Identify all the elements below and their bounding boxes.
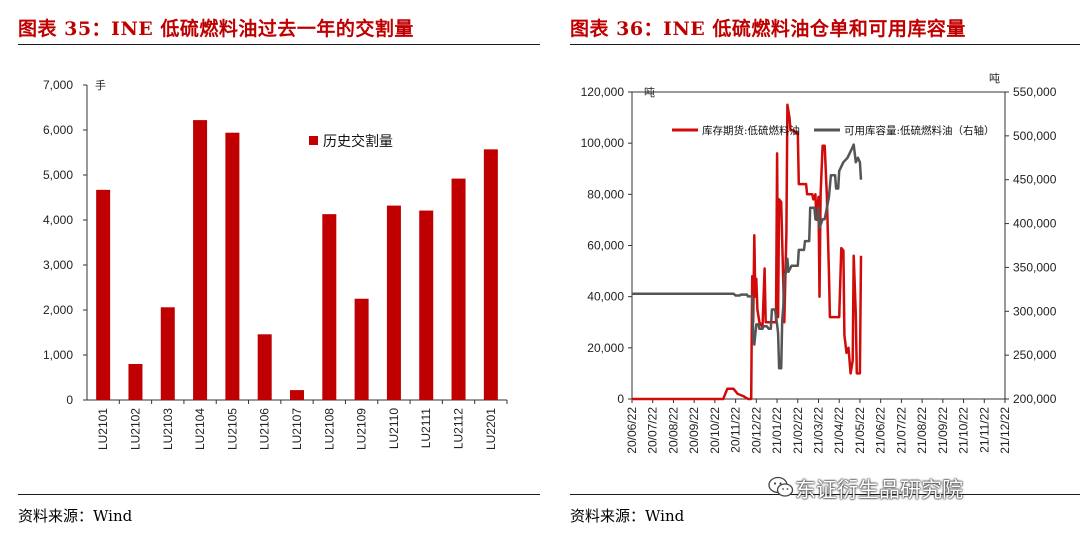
y-tick-label: 7,000	[43, 78, 73, 92]
right-y-tick-label: 500,000	[1013, 129, 1057, 143]
wechat-icon	[768, 476, 794, 497]
x-tick-label: 21/12/22	[998, 407, 1012, 454]
bar	[419, 210, 434, 400]
bar	[225, 132, 240, 400]
legend-label-right: 可用库容量:低硫燃料油（右轴）	[844, 124, 995, 137]
legend-label: 历史交割量	[323, 133, 393, 150]
bar	[290, 390, 304, 400]
x-tick-label: LU2109	[355, 408, 369, 450]
x-tick-label: LU2106	[258, 408, 272, 450]
right-figure-title: 图表 36：INE 低硫燃料油仓单和可用库容量	[570, 18, 966, 40]
left-figure-title: 图表 35：INE 低硫燃料油过去一年的交割量	[18, 18, 414, 40]
y-unit-label: 手	[95, 78, 106, 92]
left-y-tick-label: 20,000	[587, 341, 624, 355]
x-tick-label: 20/11/22	[729, 407, 743, 453]
right-top-rule	[570, 44, 1080, 45]
bar	[483, 149, 498, 400]
x-tick-label: 20/09/22	[687, 407, 701, 454]
x-tick-label: 20/10/22	[708, 407, 722, 454]
x-tick-label: 21/05/22	[853, 407, 867, 454]
x-tick-label: 21/07/22	[894, 407, 908, 454]
y-tick-label: 0	[66, 393, 73, 407]
right-y-tick-label: 350,000	[1013, 260, 1057, 274]
y-tick-label: 3,000	[43, 258, 73, 272]
left-y-tick-label: 120,000	[581, 85, 625, 99]
x-tick-label: LU2107	[290, 408, 304, 450]
left-y-tick-label: 100,000	[581, 136, 625, 150]
x-tick-label: LU2104	[193, 408, 207, 450]
left-bar-chart: 0 1,000 2,000 3,000 4,000 5,000 6,000 7,000 手 LU2…	[43, 78, 508, 450]
x-tick-label: LU2110	[387, 408, 401, 449]
x-tick-label: 21/02/22	[791, 407, 805, 454]
x-tick-label: 21/10/22	[957, 407, 971, 454]
x-tick-label: 20/06/22	[625, 407, 639, 454]
x-tick-label: LU2105	[225, 408, 239, 450]
left-bottom-rule	[18, 494, 540, 495]
x-tick-label: 21/09/22	[936, 407, 950, 454]
bar	[96, 189, 111, 400]
y-tick-label: 4,000	[43, 213, 73, 227]
x-tick-label: LU2112	[452, 408, 466, 449]
left-top-rule	[18, 44, 540, 45]
y-tick-label: 5,000	[43, 168, 73, 182]
bar	[386, 205, 401, 400]
x-tick-label: LU2201	[484, 408, 498, 450]
right-y-tick-label: 300,000	[1013, 304, 1057, 318]
bar	[257, 334, 272, 400]
right-bottom-rule	[570, 494, 1080, 495]
bar	[160, 307, 175, 400]
series-line-left	[632, 103, 863, 401]
right-line-chart: 0 20,000 40,000 60,000 80,000 100,000 120,000 2…	[581, 72, 1057, 454]
x-tick-label: 21/08/22	[915, 407, 929, 454]
x-tick-label: LU2111	[419, 408, 433, 449]
x-tick-label: LU2101	[96, 408, 110, 450]
watermark: 东证衍生品研究院	[795, 478, 963, 502]
bar	[354, 298, 369, 400]
bar	[193, 120, 208, 400]
x-tick-label: 21/04/22	[832, 407, 846, 454]
left-source: 资料来源：Wind	[18, 507, 133, 525]
y-tick-label: 2,000	[43, 303, 73, 317]
left-y-tick-label: 60,000	[587, 239, 624, 253]
x-tick-label: 20/08/22	[666, 407, 680, 454]
x-tick-label: 21/11/22	[977, 407, 991, 453]
legend-swatch	[309, 136, 318, 145]
right-panel: 图表 36：INE 低硫燃料油仓单和可用库容量 0 20,000 40,000 60,…	[560, 0, 1080, 535]
x-tick-label: LU2103	[161, 408, 175, 450]
bar	[322, 214, 337, 400]
right-y-tick-label: 400,000	[1013, 217, 1057, 231]
right-y-tick-label: 550,000	[1013, 85, 1057, 99]
x-tick-label: LU2102	[128, 408, 142, 450]
y-tick-label: 6,000	[43, 123, 73, 137]
bar	[451, 178, 466, 400]
y-tick-label: 1,000	[43, 348, 73, 362]
right-unit-label: 吨	[989, 72, 1000, 85]
left-y-tick-label: 40,000	[587, 290, 624, 304]
left-panel: 图表 35：INE 低硫燃料油过去一年的交割量 0 1,000 2,000 3,000…	[18, 18, 540, 525]
x-tick-label: 21/06/22	[874, 407, 888, 454]
x-tick-label: LU2108	[322, 408, 336, 450]
x-tick-label: 21/01/22	[770, 407, 784, 454]
right-source: 资料来源：Wind	[570, 507, 685, 525]
left-y-tick-label: 0	[617, 392, 624, 406]
x-tick-label: 20/07/22	[646, 407, 660, 454]
right-y-tick-label: 250,000	[1013, 348, 1057, 362]
legend-label-left: 库存期货:低硫燃料油	[702, 124, 800, 137]
left-y-tick-label: 80,000	[587, 187, 624, 201]
right-y-tick-label: 200,000	[1013, 392, 1057, 406]
series-line-right	[632, 143, 863, 370]
x-tick-label: 21/03/22	[812, 407, 826, 454]
bar	[128, 364, 143, 400]
x-tick-label: 20/12/22	[749, 407, 763, 454]
left-unit-label: 吨	[644, 86, 655, 99]
right-y-tick-label: 450,000	[1013, 173, 1057, 187]
